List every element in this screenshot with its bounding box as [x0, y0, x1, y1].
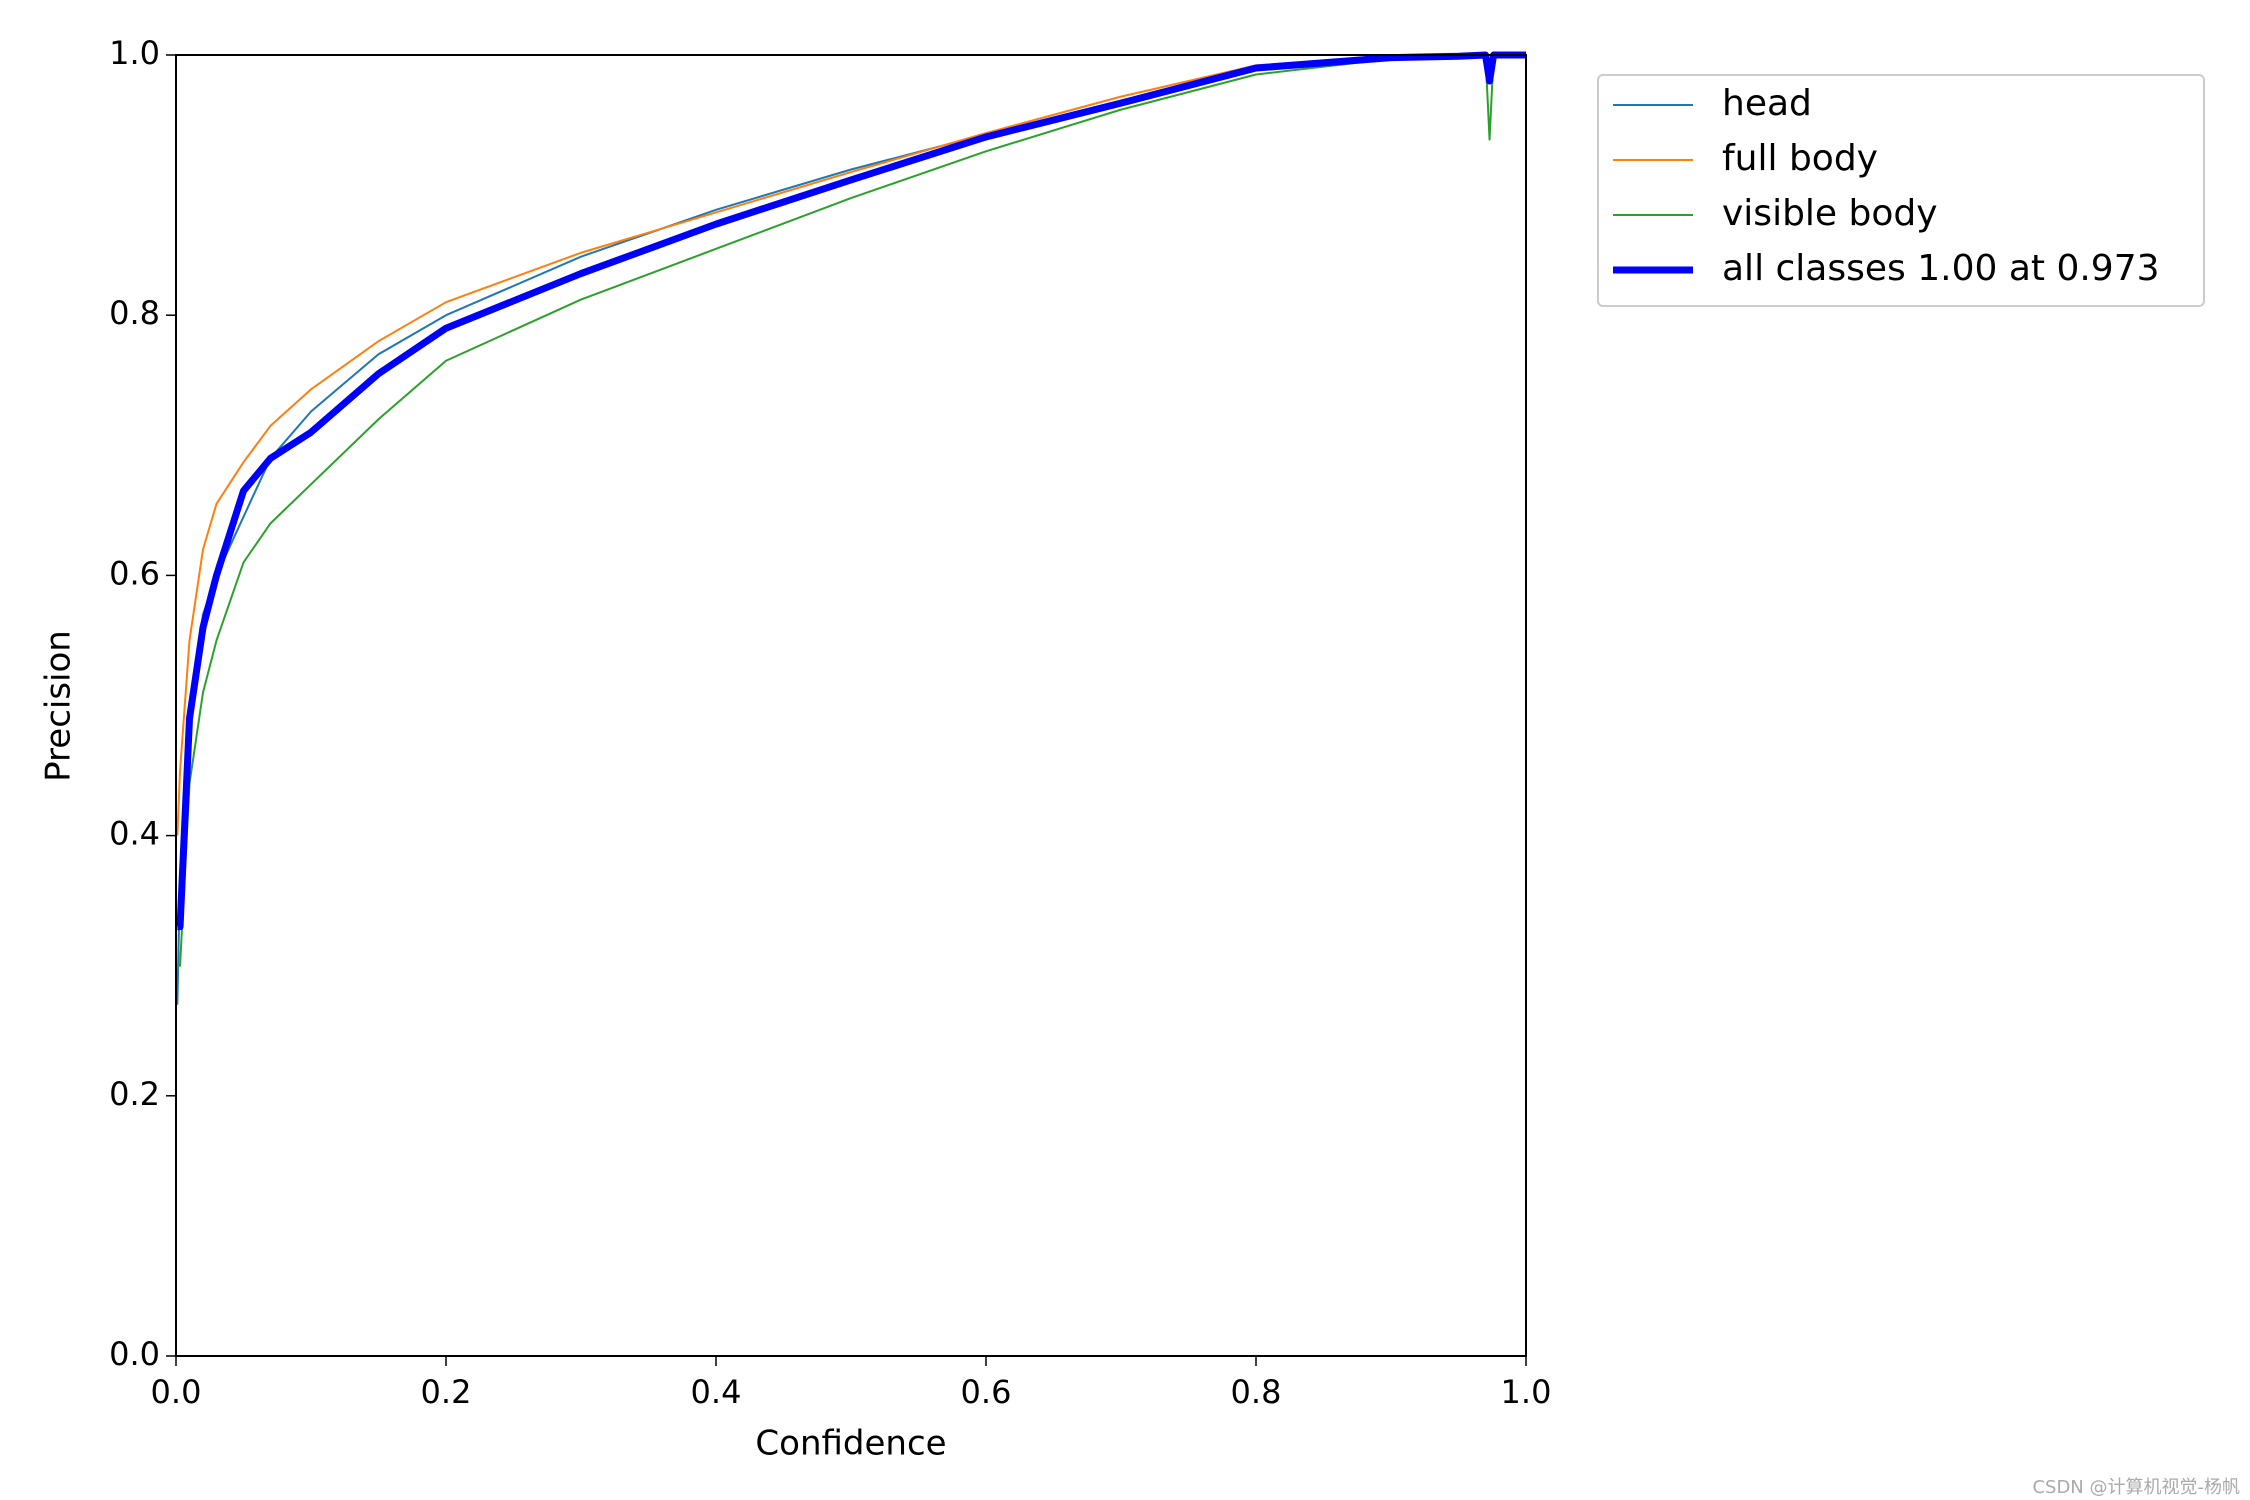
- x-tick-label: 0.4: [691, 1373, 742, 1411]
- y-tick-label: 0.0: [109, 1335, 160, 1373]
- x-tick-label: 0.6: [961, 1373, 1012, 1411]
- legend-label: visible body: [1722, 193, 1938, 234]
- line-series: [176, 51, 1526, 931]
- y-tick-label: 0.4: [109, 815, 160, 853]
- watermark: CSDN @计算机视觉-杨帆: [2032, 1477, 2240, 1498]
- legend-label: full body: [1722, 138, 1878, 179]
- y-tick-label: 0.8: [109, 294, 160, 332]
- line-series: [176, 54, 1526, 836]
- x-tick-label: 0.2: [421, 1373, 472, 1411]
- y-tick-label: 0.2: [109, 1075, 160, 1113]
- y-tick-label: 1.0: [109, 34, 160, 72]
- x-tick-label: 0.8: [1231, 1373, 1282, 1411]
- x-axis-label: Confidence: [755, 1424, 946, 1464]
- legend-box: [1597, 74, 2205, 307]
- legend-label: head: [1722, 83, 1812, 124]
- legend-label: all classes 1.00 at 0.973: [1722, 248, 2160, 289]
- y-axis-label: Precision: [39, 630, 79, 782]
- plot-frame: [175, 54, 1527, 1357]
- x-tick-label: 1.0: [1501, 1373, 1552, 1411]
- y-tick-label: 0.6: [109, 554, 160, 592]
- x-tick-label: 0.0: [151, 1373, 202, 1411]
- line-series: [177, 54, 1526, 967]
